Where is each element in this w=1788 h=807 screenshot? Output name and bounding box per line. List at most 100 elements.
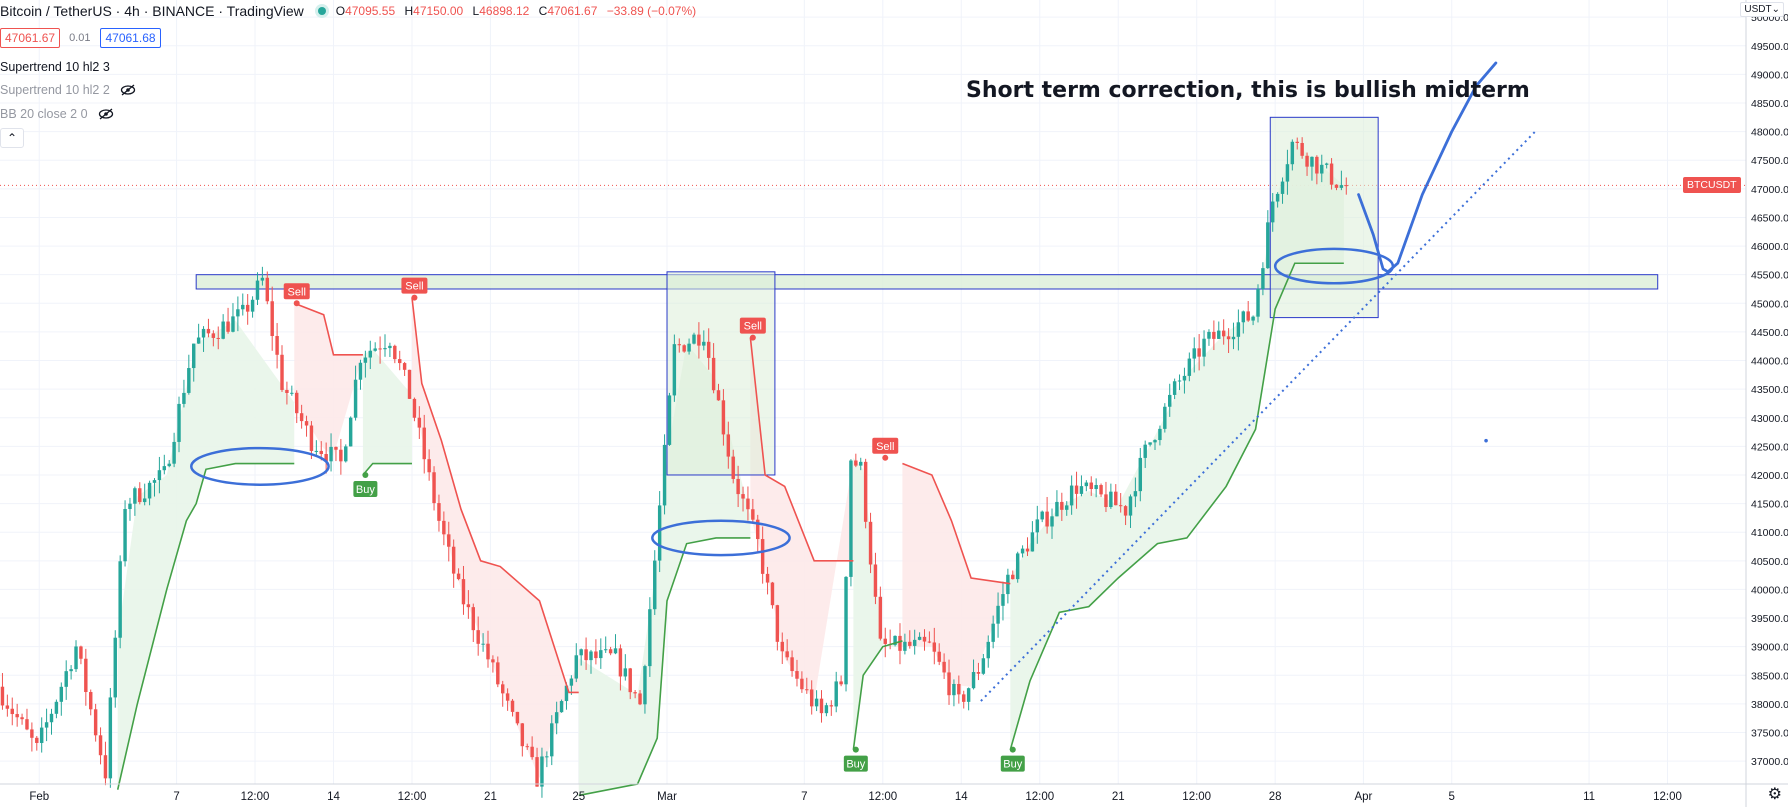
y-tick-label: 45500.0 <box>1751 270 1788 282</box>
y-tick-label: 40500.0 <box>1751 556 1788 568</box>
candle-body <box>510 700 515 712</box>
x-tick-label: Feb <box>29 791 49 803</box>
candle-body <box>358 362 363 380</box>
candle-body <box>1207 331 1211 339</box>
candle-body <box>1094 485 1098 490</box>
candle-body <box>1168 394 1172 407</box>
candle-body <box>236 309 240 317</box>
candle-body <box>1270 201 1275 223</box>
candle-body <box>834 681 838 707</box>
ohlc-open: 47095.55 <box>345 4 396 18</box>
candle-body <box>515 711 520 724</box>
currency-selector-button[interactable]: USDT⌄ <box>1740 2 1784 17</box>
trend-line <box>980 130 1536 702</box>
x-tick-label: 12:00 <box>868 791 897 803</box>
candle-body <box>1261 268 1265 289</box>
candle-body <box>682 345 686 352</box>
candle-body <box>167 463 171 467</box>
candle-body <box>64 671 68 687</box>
candle-body <box>976 672 981 674</box>
signal-badge <box>283 283 310 300</box>
candle-body <box>383 348 387 350</box>
candle-body <box>687 343 691 352</box>
y-tick-label: 48500.0 <box>1751 98 1788 110</box>
candle-body <box>706 341 711 358</box>
y-tick-label: 43500.0 <box>1751 384 1788 396</box>
candle-body <box>677 344 681 346</box>
candle-body <box>378 348 382 350</box>
candle-body <box>432 472 436 504</box>
candle-body <box>927 641 932 643</box>
candle-body <box>500 684 505 694</box>
candle-body <box>1172 381 1177 395</box>
candle-body <box>314 450 319 452</box>
candle-body <box>1001 594 1005 606</box>
highlight-box <box>666 271 776 476</box>
ohlc-change: −33.89 (−0.07%) <box>606 4 697 18</box>
symbol-title[interactable]: Bitcoin / TetherUS · 4h · BINANCE · Trad… <box>0 3 304 19</box>
candle-body <box>1069 485 1074 506</box>
candle-body <box>937 651 941 662</box>
sell-price-button[interactable]: 47061.67 <box>0 28 61 48</box>
candle-body <box>373 348 377 351</box>
candle-body <box>182 392 186 404</box>
candle-body <box>10 708 14 715</box>
candle-body <box>226 321 230 332</box>
candle-body <box>1324 163 1329 165</box>
signal-badge <box>872 437 899 454</box>
candle-body <box>692 334 696 344</box>
candle-body <box>1246 311 1250 321</box>
indicator-supertrend-2[interactable]: Supertrend 10 hl2 2 <box>0 83 136 97</box>
candle-body <box>878 596 883 639</box>
candle-body <box>1177 380 1182 382</box>
candle-body <box>1295 141 1299 143</box>
candle-body <box>1221 330 1226 337</box>
indicator-label: BB 20 close 2 0 <box>0 107 88 121</box>
candle-body <box>903 641 907 651</box>
candle-body <box>574 655 578 679</box>
candle-body <box>69 669 73 672</box>
x-tick-label: Apr <box>1354 791 1372 803</box>
candle-body <box>1104 494 1108 508</box>
candle-body <box>491 659 495 663</box>
candle-body <box>89 692 93 710</box>
indicator-label: Supertrend 10 hl2 3 <box>0 60 110 74</box>
candle-body <box>290 392 294 394</box>
candle-body <box>1065 505 1069 510</box>
y-tick-label: 41500.0 <box>1751 499 1788 511</box>
candle-body <box>1074 485 1079 494</box>
supertrend-down-line <box>293 302 363 356</box>
x-tick-label: 12:00 <box>1182 791 1211 803</box>
candle-body <box>368 350 373 358</box>
y-tick-label: 46500.0 <box>1751 212 1788 224</box>
supertrend-down-fill <box>411 297 579 779</box>
y-tick-label: 45000.0 <box>1751 298 1788 310</box>
indicator-label: Supertrend 10 hl2 2 <box>0 83 110 97</box>
x-tick-label: 12:00 <box>1653 791 1682 803</box>
supertrend-fills <box>117 143 1344 796</box>
candle-body <box>1310 156 1314 167</box>
candle-body <box>397 359 402 364</box>
candle-body <box>775 605 780 642</box>
buy-price-button[interactable]: 47061.68 <box>100 28 161 48</box>
candle-body <box>265 277 270 302</box>
candle-body <box>172 441 176 464</box>
annotation-text[interactable]: Short term correction, this is bullish m… <box>966 78 1530 103</box>
x-tick-label: 12:00 <box>398 791 427 803</box>
x-tick-label: 14 <box>955 791 968 803</box>
ohlc-close-label: C <box>538 4 548 18</box>
candle-body <box>1320 164 1324 174</box>
candle-body <box>711 357 716 391</box>
gear-icon[interactable]: ⚙ <box>1767 786 1782 803</box>
indicator-bollinger[interactable]: BB 20 close 2 0 <box>0 107 114 121</box>
eye-hidden-icon[interactable] <box>120 84 136 96</box>
indicator-supertrend-1[interactable]: Supertrend 10 hl2 3 <box>0 60 110 74</box>
sell-signal-label: Sell <box>405 281 423 293</box>
collapse-legend-button[interactable]: ⌃ <box>0 128 24 148</box>
chevron-up-icon: ⌃ <box>6 131 18 145</box>
candle-body <box>1182 375 1187 381</box>
candle-body <box>1290 141 1295 165</box>
eye-hidden-icon[interactable] <box>98 108 114 120</box>
candle-body <box>393 345 397 360</box>
